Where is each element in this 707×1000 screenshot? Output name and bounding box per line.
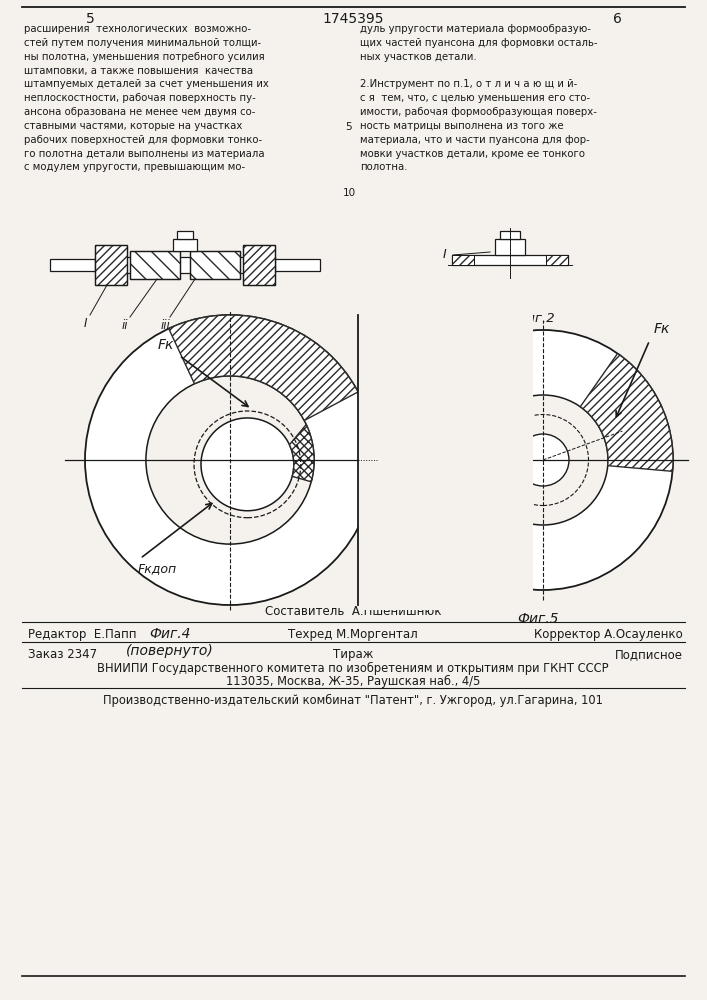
Text: 113035, Москва, Ж-35, Раушская наб., 4/5: 113035, Москва, Ж-35, Раушская наб., 4/5 [226, 675, 480, 688]
Polygon shape [169, 315, 358, 421]
Polygon shape [580, 354, 673, 471]
Bar [50, 259, 95, 271]
Bar [95, 245, 127, 285]
Text: Составитель  А.Пшенишнюк: Составитель А.Пшенишнюк [264, 605, 441, 618]
Bar [452, 255, 474, 265]
Text: Подписное: Подписное [615, 648, 683, 661]
Text: дуль упругости материала формообразую-
щих частей пуансона для формовки осталь-
: дуль упругости материала формообразую- щ… [360, 24, 597, 172]
Text: 6: 6 [612, 12, 621, 26]
Bar [452, 255, 568, 265]
Bar [495, 239, 525, 255]
Text: iii: iii [160, 319, 170, 332]
Text: Фиг.2: Фиг.2 [515, 312, 554, 325]
Text: Редактор  Е.Папп: Редактор Е.Папп [28, 628, 136, 641]
Text: Техред М.Моргентал: Техред М.Моргентал [288, 628, 418, 641]
Text: Заказ 2347: Заказ 2347 [28, 648, 97, 661]
Text: Fкдоп: Fкдоп [138, 563, 177, 576]
Bar [243, 245, 275, 285]
Bar [95, 257, 275, 273]
Text: ii: ii [122, 319, 128, 332]
Text: I: I [83, 317, 87, 330]
Text: Fк: Fк [653, 322, 670, 336]
Text: Фиг.1: Фиг.1 [210, 319, 250, 332]
Text: Тираж: Тираж [333, 648, 373, 661]
Circle shape [413, 330, 673, 590]
Bar [546, 255, 568, 265]
Text: 1745395: 1745395 [322, 12, 384, 26]
Text: 10: 10 [342, 188, 356, 198]
Bar [275, 259, 320, 271]
Bar [95, 245, 127, 285]
Bar [130, 251, 180, 279]
Text: 5: 5 [86, 12, 94, 26]
Bar [500, 231, 520, 239]
Text: расширения  технологических  возможно-
стей путем получения минимальной толщи-
н: расширения технологических возможно- сте… [24, 24, 269, 172]
Bar [177, 231, 193, 239]
Bar [130, 251, 180, 279]
Bar [173, 239, 197, 251]
Text: I: I [443, 248, 447, 261]
Text: ВНИИПИ Государственного комитета по изобретениям и открытиям при ГКНТ СССР: ВНИИПИ Государственного комитета по изоб… [97, 662, 609, 675]
Text: Фиг.4
(повернуто): Фиг.4 (повернуто) [126, 627, 214, 658]
Circle shape [517, 434, 569, 486]
Text: Fк: Fк [158, 338, 174, 352]
Bar [190, 251, 240, 279]
Bar [546, 255, 568, 265]
Text: Производственно-издательский комбинат "Патент", г. Ужгород, ул.Гагарина, 101: Производственно-издательский комбинат "П… [103, 694, 603, 707]
Circle shape [85, 315, 375, 605]
Bar [358, 310, 532, 610]
Bar [452, 255, 474, 265]
Text: Фиг.5: Фиг.5 [518, 612, 559, 626]
Circle shape [146, 376, 314, 544]
Polygon shape [289, 424, 314, 482]
Text: 5: 5 [346, 122, 352, 132]
Circle shape [478, 395, 608, 525]
Circle shape [201, 418, 294, 511]
Bar [190, 251, 240, 279]
Text: Корректор А.Осауленко: Корректор А.Осауленко [534, 628, 683, 641]
Bar [243, 245, 275, 285]
